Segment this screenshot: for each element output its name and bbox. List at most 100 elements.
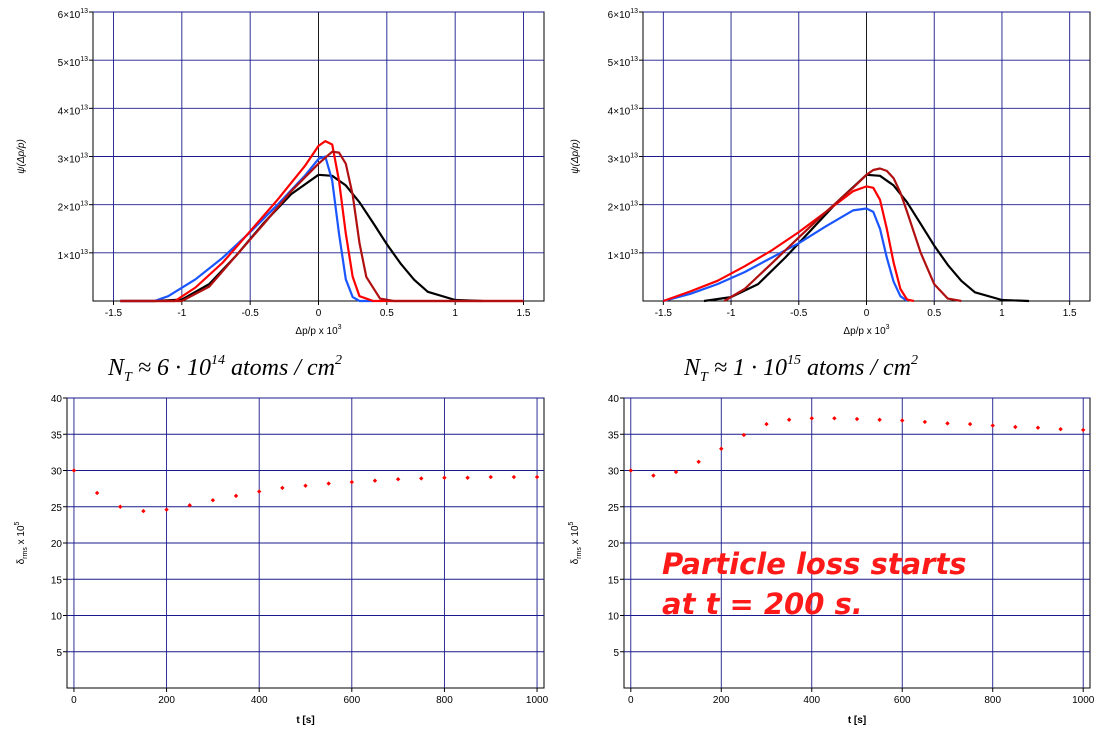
data-point	[628, 468, 633, 473]
y-tick-label: 1×1013	[58, 249, 88, 262]
series-line-red	[662, 185, 915, 303]
x-axis-label: t [s]	[848, 715, 866, 726]
x-axis-label: t [s]	[296, 715, 314, 726]
y-tick-label: 10	[608, 612, 620, 623]
data-point	[877, 417, 882, 422]
data-point	[696, 459, 701, 464]
data-point	[809, 416, 814, 421]
y-axis-label: ψ(Δp/p)	[16, 139, 27, 174]
x-tick-label: -1.5	[105, 308, 123, 319]
data-point	[651, 473, 656, 478]
data-point	[465, 475, 470, 480]
x-tick-label: 400	[803, 695, 820, 706]
series-line-darkred	[723, 167, 962, 303]
x-tick-label: 0	[864, 308, 870, 319]
x-tick-label: 0	[71, 695, 77, 706]
data-point	[187, 503, 192, 508]
x-axis-label: Δp/p x 103	[843, 324, 889, 337]
x-tick-label: -0.5	[790, 308, 808, 319]
y-tick-label: 2×1013	[58, 201, 88, 214]
data-point	[719, 446, 724, 451]
x-tick-label: 0.5	[380, 308, 394, 319]
x-tick-label: 800	[436, 695, 453, 706]
data-point	[118, 504, 123, 509]
data-point	[1081, 427, 1086, 433]
data-point	[488, 474, 493, 480]
data-point	[534, 474, 540, 480]
y-tick-label: 5×1013	[58, 56, 88, 69]
y-tick-label: 4×1013	[58, 104, 88, 117]
x-tick-label: 1.5	[1063, 308, 1077, 319]
series-line-red	[120, 140, 524, 303]
data-point	[945, 421, 950, 426]
x-axis-label: Δp/p x 103	[295, 324, 341, 337]
x-tick-label: 0	[628, 695, 634, 706]
y-tick-label: 5	[613, 648, 619, 659]
y-tick-label: 20	[51, 539, 63, 550]
y-tick-label: 35	[51, 430, 63, 441]
x-tick-label: 1	[999, 308, 1005, 319]
data-point	[349, 479, 355, 485]
annotation-line-1: Particle loss starts	[662, 547, 967, 581]
y-axis-label: δrms x 105	[568, 521, 583, 564]
data-point	[922, 419, 928, 425]
x-tick-label: 0.5	[927, 308, 941, 319]
y-axis-label: ψ(Δp/p)	[570, 139, 581, 174]
y-axis-label: δrms x 105	[14, 521, 29, 564]
series-line-darkred	[120, 150, 524, 303]
y-tick-label: 3×1013	[58, 153, 88, 166]
data-point	[280, 485, 285, 491]
y-tick-label: 2×1013	[608, 201, 638, 214]
y-tick-label: 20	[608, 539, 620, 550]
x-tick-label: 400	[251, 695, 268, 706]
y-tick-label: 6×1013	[608, 8, 638, 21]
y-tick-label: 1×1013	[608, 249, 638, 262]
data-point	[164, 507, 169, 512]
series-line-blue	[663, 207, 908, 303]
annotation-line-2: at t = 200 s.	[662, 587, 863, 621]
data-point	[372, 478, 378, 483]
y-tick-label: 10	[51, 612, 63, 623]
data-point	[210, 498, 216, 503]
data-point	[395, 477, 401, 482]
x-tick-label: -1	[177, 308, 186, 319]
panel-top-right: -1.5 -1 -0.5 0 0.5 1 1.5 1×1013 2×1013 3×1013 4×10…	[570, 8, 1091, 337]
data-point	[303, 483, 308, 488]
data-point	[71, 468, 77, 473]
y-tick-label: 15	[51, 575, 63, 586]
data-point	[94, 490, 100, 496]
x-tick-label: 200	[713, 695, 730, 706]
series-line-blue	[120, 155, 374, 303]
x-tick-label: 600	[343, 695, 360, 706]
data-point	[1058, 426, 1063, 432]
data-point	[419, 476, 424, 481]
data-point	[764, 421, 769, 427]
panel-top-left: -1.5 -1 -0.5 0 0.5 1 1.5 1×1013 2×1013 3×1013 4×10…	[16, 8, 545, 337]
panel-bottom-right: 0 200 400 600 800 1000 5 10 15 20 25 30 35 40 t [s] δrm…	[568, 394, 1095, 726]
data-point	[832, 416, 837, 421]
data-point	[1013, 424, 1018, 430]
panel-bottom-left: 0 200 400 600 800 1000 5 10 15 20 25 30 35 40 t [s] δrm…	[14, 394, 549, 726]
x-tick-label: 0	[316, 308, 322, 319]
y-tick-label: 40	[51, 394, 63, 405]
data-point	[900, 418, 905, 423]
y-tick-label: 15	[608, 575, 620, 586]
data-point	[326, 481, 331, 486]
y-tick-label: 5×1013	[608, 56, 638, 69]
data-point	[233, 493, 239, 499]
data-point	[256, 489, 262, 494]
series-line-black	[120, 173, 483, 303]
data-point	[967, 421, 973, 427]
caption-left: NT ≈ 6 · 1014 atoms / cm2	[107, 353, 342, 385]
y-tick-label: 30	[608, 467, 620, 478]
data-point	[442, 475, 447, 480]
x-tick-label: 200	[158, 695, 175, 706]
x-tick-label: 1	[452, 308, 458, 319]
data-point	[990, 423, 995, 428]
x-tick-label: -0.5	[242, 308, 260, 319]
x-tick-label: -1.5	[655, 308, 673, 319]
y-tick-label: 4×1013	[608, 104, 638, 117]
y-tick-label: 5	[56, 648, 62, 659]
data-point	[786, 417, 792, 422]
